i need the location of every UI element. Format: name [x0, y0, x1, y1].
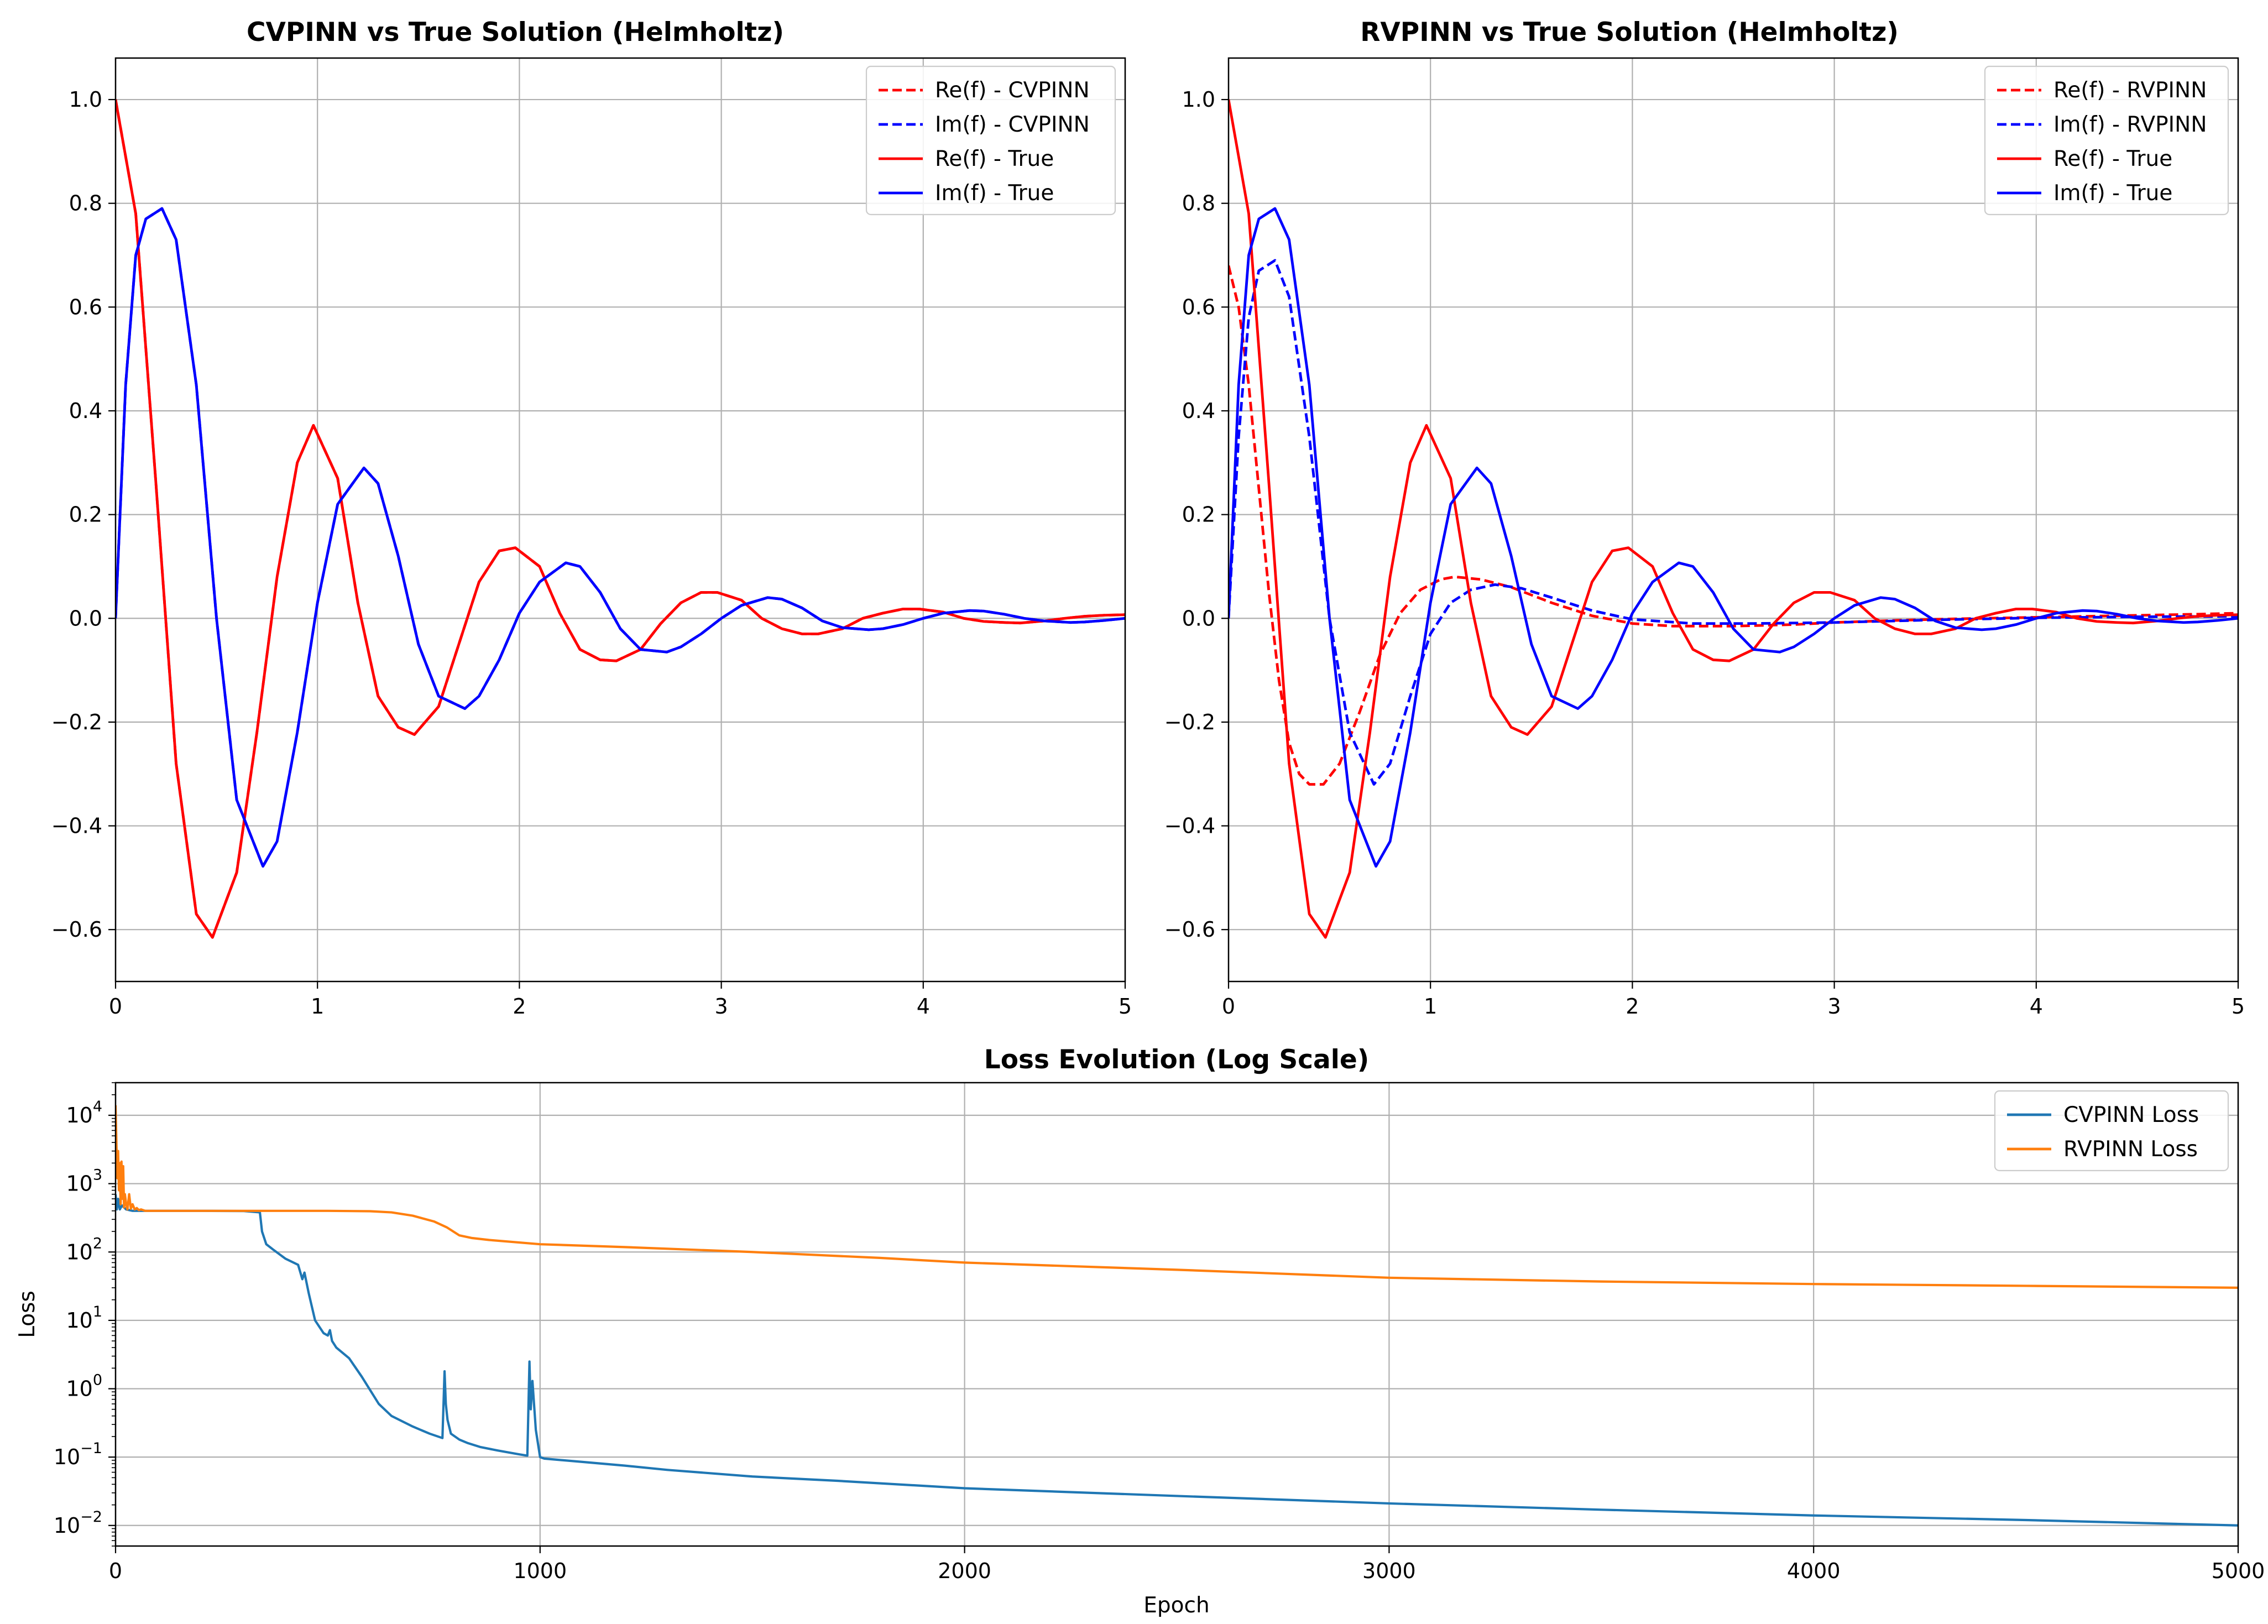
y-tick-label: 104 [66, 1098, 102, 1127]
y-tick-label: −0.4 [51, 814, 102, 838]
x-tick-label: 2000 [938, 1559, 991, 1583]
y-tick-label: 0.0 [1182, 606, 1215, 630]
legend: Re(f) - CVPINN Im(f) - CVPINN Re(f) - True… [865, 65, 1116, 216]
legend-label: Re(f) - True [935, 147, 1054, 171]
axis-ticks: 0 1000 2000 3000 4000 5000 10−2 10−1 100 101 102 10… [54, 1082, 2265, 1583]
re-f-rvpinn-line [1229, 265, 2238, 786]
x-tick-label: 5 [2232, 994, 2245, 1019]
y-tick-label: −0.4 [1164, 814, 1215, 838]
y-tick-label: 101 [66, 1303, 102, 1333]
x-tick-label: 1 [1424, 994, 1437, 1019]
re-f-true-line [116, 99, 1125, 939]
x-tick-label: 1000 [513, 1559, 567, 1583]
y-tick-label: 0.2 [1182, 503, 1215, 527]
axes-frame [114, 57, 1126, 983]
grid [114, 1083, 2239, 1546]
legend-box [865, 65, 1116, 216]
x-tick-label: 2 [513, 994, 526, 1019]
x-tick-label: 3 [715, 994, 728, 1019]
y-tick-label: 0.8 [1182, 191, 1215, 216]
x-tick-label: 0 [109, 994, 122, 1019]
y-tick-label: 0.0 [69, 606, 102, 630]
y-tick-label: 0.4 [69, 399, 102, 423]
chart-title: Loss Evolution (Log Scale) [984, 1045, 1369, 1075]
legend-label: Re(f) - CVPINN [935, 78, 1090, 103]
y-tick-label: 1.0 [1182, 87, 1215, 112]
x-tick-label: 4 [2030, 994, 2043, 1019]
re-f-true-line [1229, 99, 2238, 939]
y-tick-label: −0.6 [51, 917, 102, 942]
x-tick-label: 5 [1119, 994, 1132, 1019]
y-tick-label: 0.6 [1182, 295, 1215, 319]
y-tick-label: 10−2 [54, 1508, 102, 1538]
legend-label: Im(f) - True [935, 181, 1054, 206]
x-tick-label: 4000 [1787, 1559, 1841, 1583]
y-tick-label: −0.6 [1164, 917, 1215, 942]
y-tick-label: 100 [66, 1372, 102, 1401]
y-tick-label: 0.2 [69, 503, 102, 527]
legend-label: CVPINN Loss [2063, 1103, 2199, 1127]
x-tick-label: 0 [109, 1559, 122, 1583]
y-tick-label: −0.2 [1164, 710, 1215, 734]
y-tick-label: 1.0 [69, 87, 102, 112]
plot-area [116, 99, 1125, 939]
y-tick-label: 102 [66, 1235, 102, 1264]
plot-area [1229, 99, 2238, 939]
y-tick-label: 0.6 [69, 295, 102, 319]
grid [114, 58, 1126, 981]
x-axis-label: Epoch [1143, 1593, 1209, 1618]
x-tick-label: 3 [1828, 994, 1841, 1019]
x-tick-label: 3000 [1362, 1559, 1416, 1583]
y-tick-label: 10−1 [54, 1440, 102, 1469]
legend: CVPINN Loss RVPINN Loss [1994, 1090, 2229, 1172]
legend-label: RVPINN Loss [2063, 1137, 2198, 1162]
axes-frame [114, 1082, 2239, 1547]
rvpinn-loss-line [116, 1105, 2238, 1289]
y-tick-label: 103 [66, 1167, 102, 1196]
chart-title: CVPINN vs True Solution (Helmholtz) [247, 17, 784, 48]
chart-title: RVPINN vs True Solution (Helmholtz) [1360, 17, 1899, 48]
legend-label: Im(f) - True [2053, 181, 2172, 206]
legend-box [1994, 1090, 2229, 1172]
x-tick-label: 4 [917, 994, 930, 1019]
y-tick-label: −0.2 [51, 710, 102, 734]
x-tick-label: 5000 [2212, 1559, 2265, 1583]
y-tick-label: 0.4 [1182, 399, 1215, 423]
axis-ticks: 0 1 2 3 4 5 −0.6 −0.4 −0.2 0.0 0.2 0.4 0.6 0.8 1.0 [51, 87, 1132, 1019]
im-f-true-line [116, 207, 1125, 868]
x-tick-label: 0 [1222, 994, 1235, 1019]
plot-area [116, 1105, 2238, 1527]
y-axis-label: Loss [15, 1291, 40, 1338]
cvpinn-panel: CVPINN vs True Solution (Helmholtz) 0 1 2 3… [51, 17, 1132, 1019]
legend-box [1984, 65, 2229, 216]
loss-panel: Loss Evolution (Log Scale) 0 1000 2000 3000… [15, 1045, 2265, 1618]
im-f-rvpinn-line [1229, 259, 2238, 786]
legend-label: Im(f) - RVPINN [2053, 112, 2207, 137]
legend-label: Re(f) - True [2053, 147, 2172, 171]
y-tick-label: 0.8 [69, 191, 102, 216]
legend: Re(f) - RVPINN Im(f) - RVPINN Re(f) - True… [1984, 65, 2229, 216]
legend-label: Re(f) - RVPINN [2053, 78, 2207, 103]
rvpinn-panel: RVPINN vs True Solution (Helmholtz) 0 1 2 3… [1164, 17, 2245, 1019]
axes-frame [1227, 57, 2239, 983]
legend-label: Im(f) - CVPINN [935, 112, 1090, 137]
x-tick-label: 1 [311, 994, 324, 1019]
x-tick-label: 2 [1626, 994, 1639, 1019]
axis-ticks: 0 1 2 3 4 5 −0.6 −0.4 −0.2 0.0 0.2 0.4 0.6 0.8 1.0 [1164, 87, 2245, 1019]
im-f-true-line [1229, 207, 2238, 868]
